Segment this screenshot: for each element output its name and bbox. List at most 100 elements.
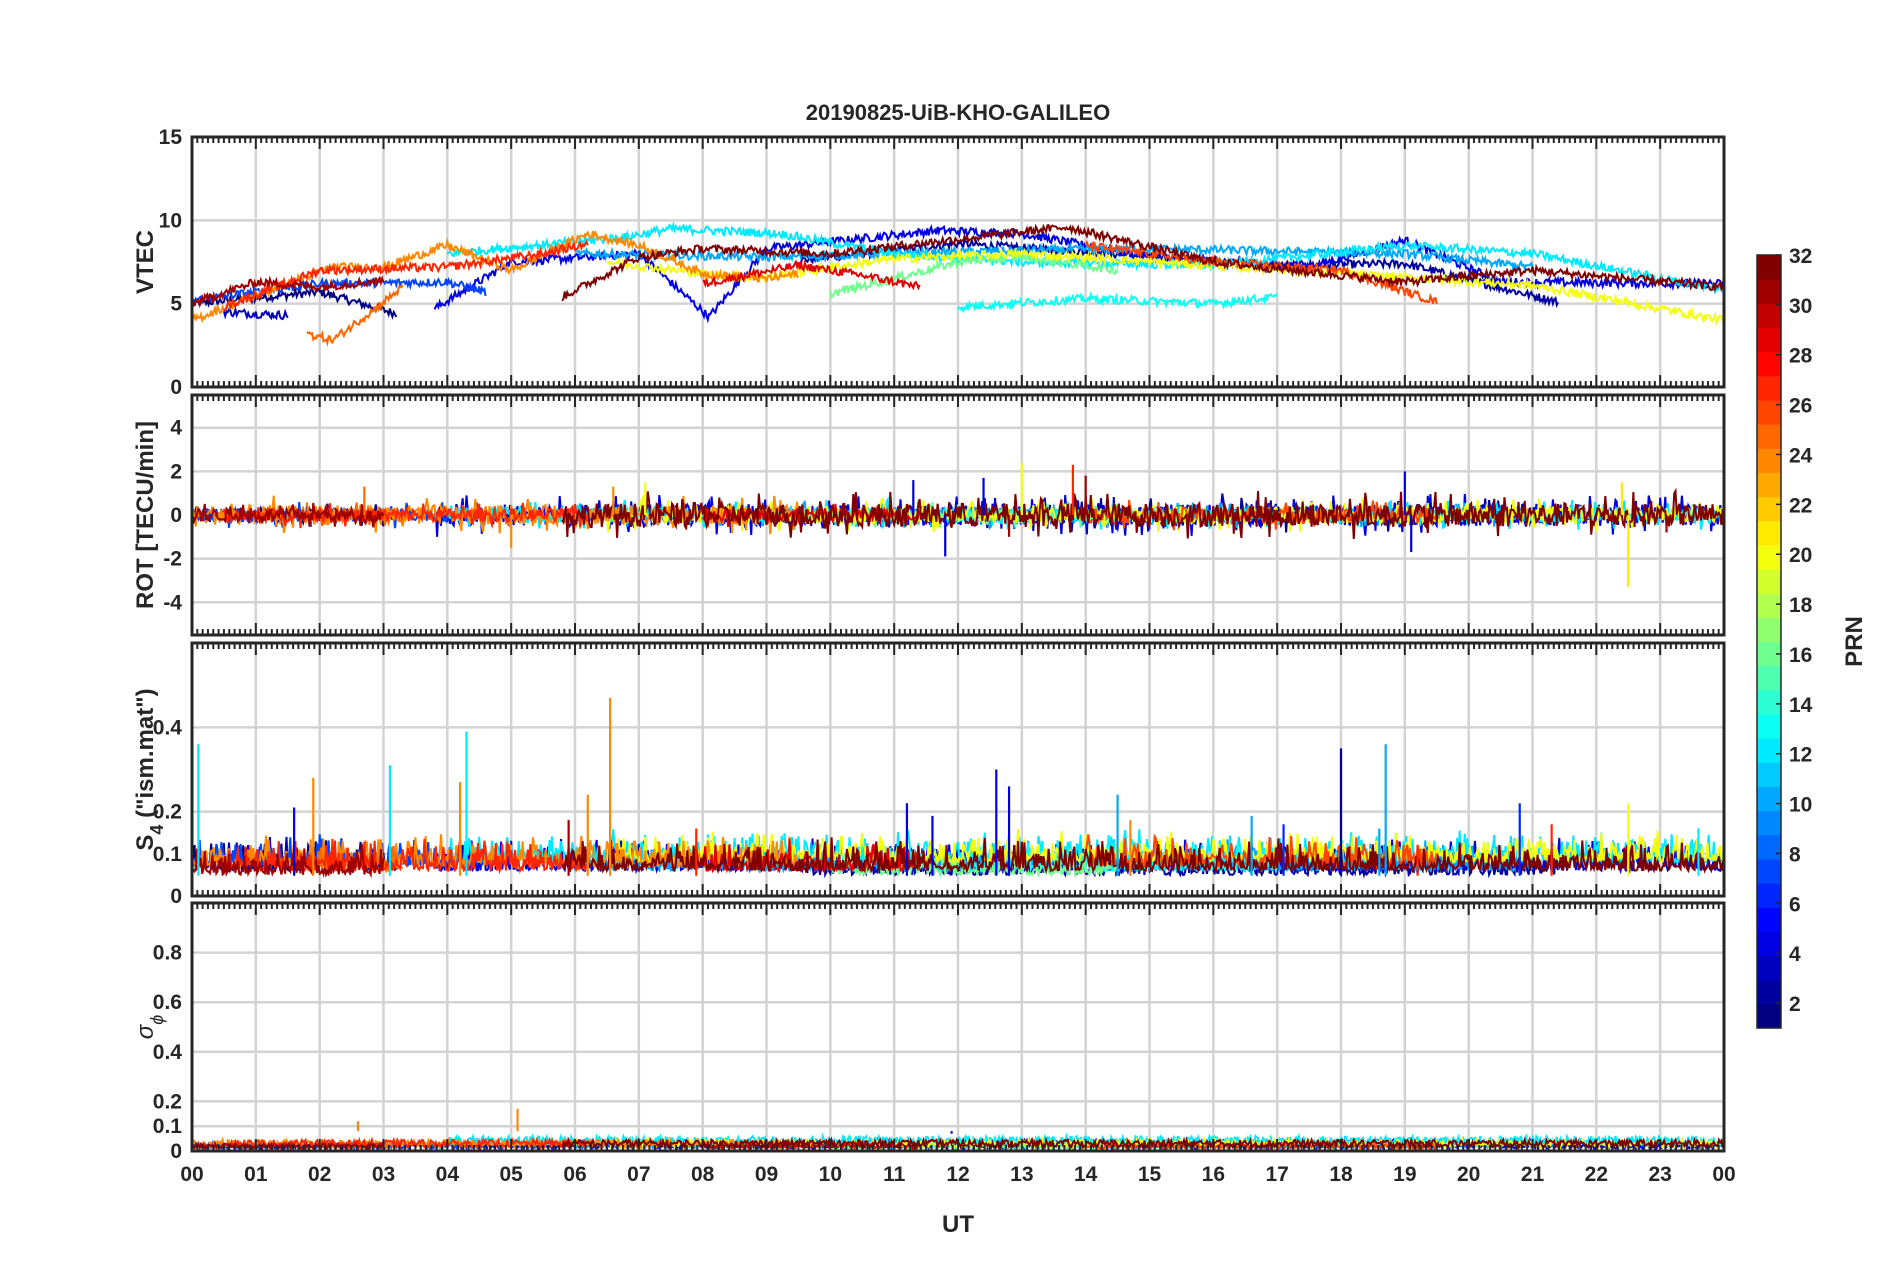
series-line-prn-20 <box>606 247 1724 327</box>
x-tick-label: 05 <box>499 1163 523 1186</box>
series-group-s4 <box>192 697 1724 879</box>
y-axis-label-s4: S4 ("ism.mat") <box>132 688 167 850</box>
colorbar-segment <box>1757 424 1781 449</box>
colorbar-tick-label: 12 <box>1789 744 1812 767</box>
colorbar-segment <box>1757 375 1781 401</box>
series-line-prn-25 <box>306 284 404 347</box>
x-tick-label: 20 <box>1457 1163 1480 1186</box>
colorbar-segment <box>1757 544 1781 570</box>
x-tick-label: 02 <box>308 1163 331 1186</box>
colorbar-label: PRN <box>1841 616 1868 667</box>
colorbar-segment <box>1757 834 1781 860</box>
series-line-prn-12 <box>446 220 1724 295</box>
colorbar-tick-label: 2 <box>1789 993 1801 1016</box>
colorbar-tick-label: 6 <box>1789 893 1801 916</box>
colorbar-segment <box>1757 907 1781 932</box>
series-line-prn-27 <box>222 502 589 530</box>
colorbar-tick-label: 28 <box>1789 345 1813 368</box>
x-tick-label: 16 <box>1202 1163 1225 1186</box>
colorbar-segment <box>1757 472 1781 498</box>
x-tick-label: 19 <box>1393 1163 1416 1186</box>
series-line-prn-13 <box>957 291 1279 314</box>
colorbar-segment <box>1757 979 1781 1005</box>
colorbar-segment <box>1757 883 1781 908</box>
series-line-prn-31 <box>192 843 385 879</box>
y-tick-label: 0.4 <box>153 716 183 739</box>
series-group-vtec <box>192 220 1724 347</box>
colorbar-segment <box>1757 520 1781 546</box>
x-tick-label: 10 <box>819 1163 842 1186</box>
x-axis-label: UT <box>942 1211 974 1238</box>
series-line-prn-27 <box>223 239 589 312</box>
y-tick-label: 0.8 <box>153 942 183 965</box>
y-tick-label: 0.4 <box>153 1041 183 1064</box>
colorbar-tick-label: 26 <box>1789 395 1812 418</box>
colorbar-segment <box>1757 327 1781 353</box>
colorbar-segment <box>1757 931 1781 957</box>
colorbar-segment <box>1757 496 1781 522</box>
colorbar-segment <box>1757 858 1781 884</box>
x-tick-label: 01 <box>244 1163 268 1186</box>
colorbar-tick-label: 30 <box>1789 295 1812 318</box>
x-tick-label: 14 <box>1074 1163 1098 1186</box>
colorbar-tick-label: 18 <box>1789 594 1813 617</box>
colorbar-segment <box>1757 569 1781 594</box>
series-line-prn-32 <box>561 1136 1724 1151</box>
colorbar-frame <box>1756 254 1782 1029</box>
x-tick-label: 18 <box>1329 1163 1353 1186</box>
y-tick-label: 0 <box>170 1140 182 1163</box>
panel-s4: 0 0.1 0.2 0.4S4 ("ism.mat") <box>132 641 1726 908</box>
x-tick-label: 09 <box>755 1163 778 1186</box>
colorbar-segment <box>1757 786 1781 812</box>
colorbar-segment <box>1757 303 1781 329</box>
colorbar-segment <box>1757 617 1781 643</box>
colorbar-segment <box>1757 713 1781 739</box>
colorbar-segment <box>1757 1003 1781 1029</box>
colorbar-segment <box>1757 255 1781 280</box>
colorbar-segment <box>1757 955 1781 981</box>
colorbar-segment <box>1757 351 1781 377</box>
x-tick-label: 03 <box>372 1163 395 1186</box>
colorbar-segment <box>1757 448 1781 474</box>
colorbar-tick-label: 10 <box>1789 794 1812 817</box>
y-tick-label: -4 <box>163 591 182 614</box>
panel-vtec: 0 5 10 15 VTEC <box>132 126 1726 399</box>
x-tick-label: 12 <box>946 1163 969 1186</box>
x-tick-label: 23 <box>1648 1163 1671 1186</box>
colorbar-tick-label: 32 <box>1789 245 1812 268</box>
colorbar-segment <box>1757 738 1781 763</box>
colorbar-tick-label: 4 <box>1789 943 1801 966</box>
y-tick-label: 0.6 <box>153 991 182 1014</box>
x-tick-label: 11 <box>883 1163 906 1186</box>
x-tick-label: 06 <box>563 1163 586 1186</box>
series-line-prn-29 <box>701 503 921 528</box>
series-line-prn-31 <box>192 275 385 309</box>
series-line-prn-32 <box>561 223 1724 302</box>
colorbar-tick-label: 14 <box>1789 694 1813 717</box>
colorbar-segment <box>1757 665 1781 691</box>
x-tick-label: 00 <box>1712 1163 1735 1186</box>
x-tick-label: 04 <box>436 1163 460 1186</box>
colorbar-tick-label: 8 <box>1789 843 1801 866</box>
x-tick-label: 07 <box>627 1163 650 1186</box>
y-axis-label-rot: ROT [TECU/min] <box>132 421 159 609</box>
colorbar-tick-label: 20 <box>1789 544 1812 567</box>
colorbar-segment <box>1757 279 1781 304</box>
series-line-prn-3 <box>222 305 289 321</box>
colorbar-segment <box>1757 810 1781 836</box>
y-tick-label: 0.1 <box>153 843 183 866</box>
series-line-prn-12 <box>446 1132 1724 1150</box>
x-tick-label: 21 <box>1521 1163 1545 1186</box>
x-tick-label: 00 <box>180 1163 203 1186</box>
colorbar-segment <box>1757 689 1781 715</box>
y-tick-label: 2 <box>170 460 182 483</box>
chart-title: 20190825-UiB-KHO-GALILEO <box>806 100 1110 125</box>
x-tick-label: 17 <box>1265 1163 1288 1186</box>
y-tick-label: 0 <box>170 885 182 908</box>
colorbar-segment <box>1757 399 1781 425</box>
x-tick-label: 13 <box>1010 1163 1033 1186</box>
colorbar-segment <box>1757 762 1781 788</box>
panel-sigphi: 00.10.2 0.4 0.6 0.8 σϕ 00 01 02 03 04 05 06 07 08 09 10… <box>132 901 1736 1186</box>
